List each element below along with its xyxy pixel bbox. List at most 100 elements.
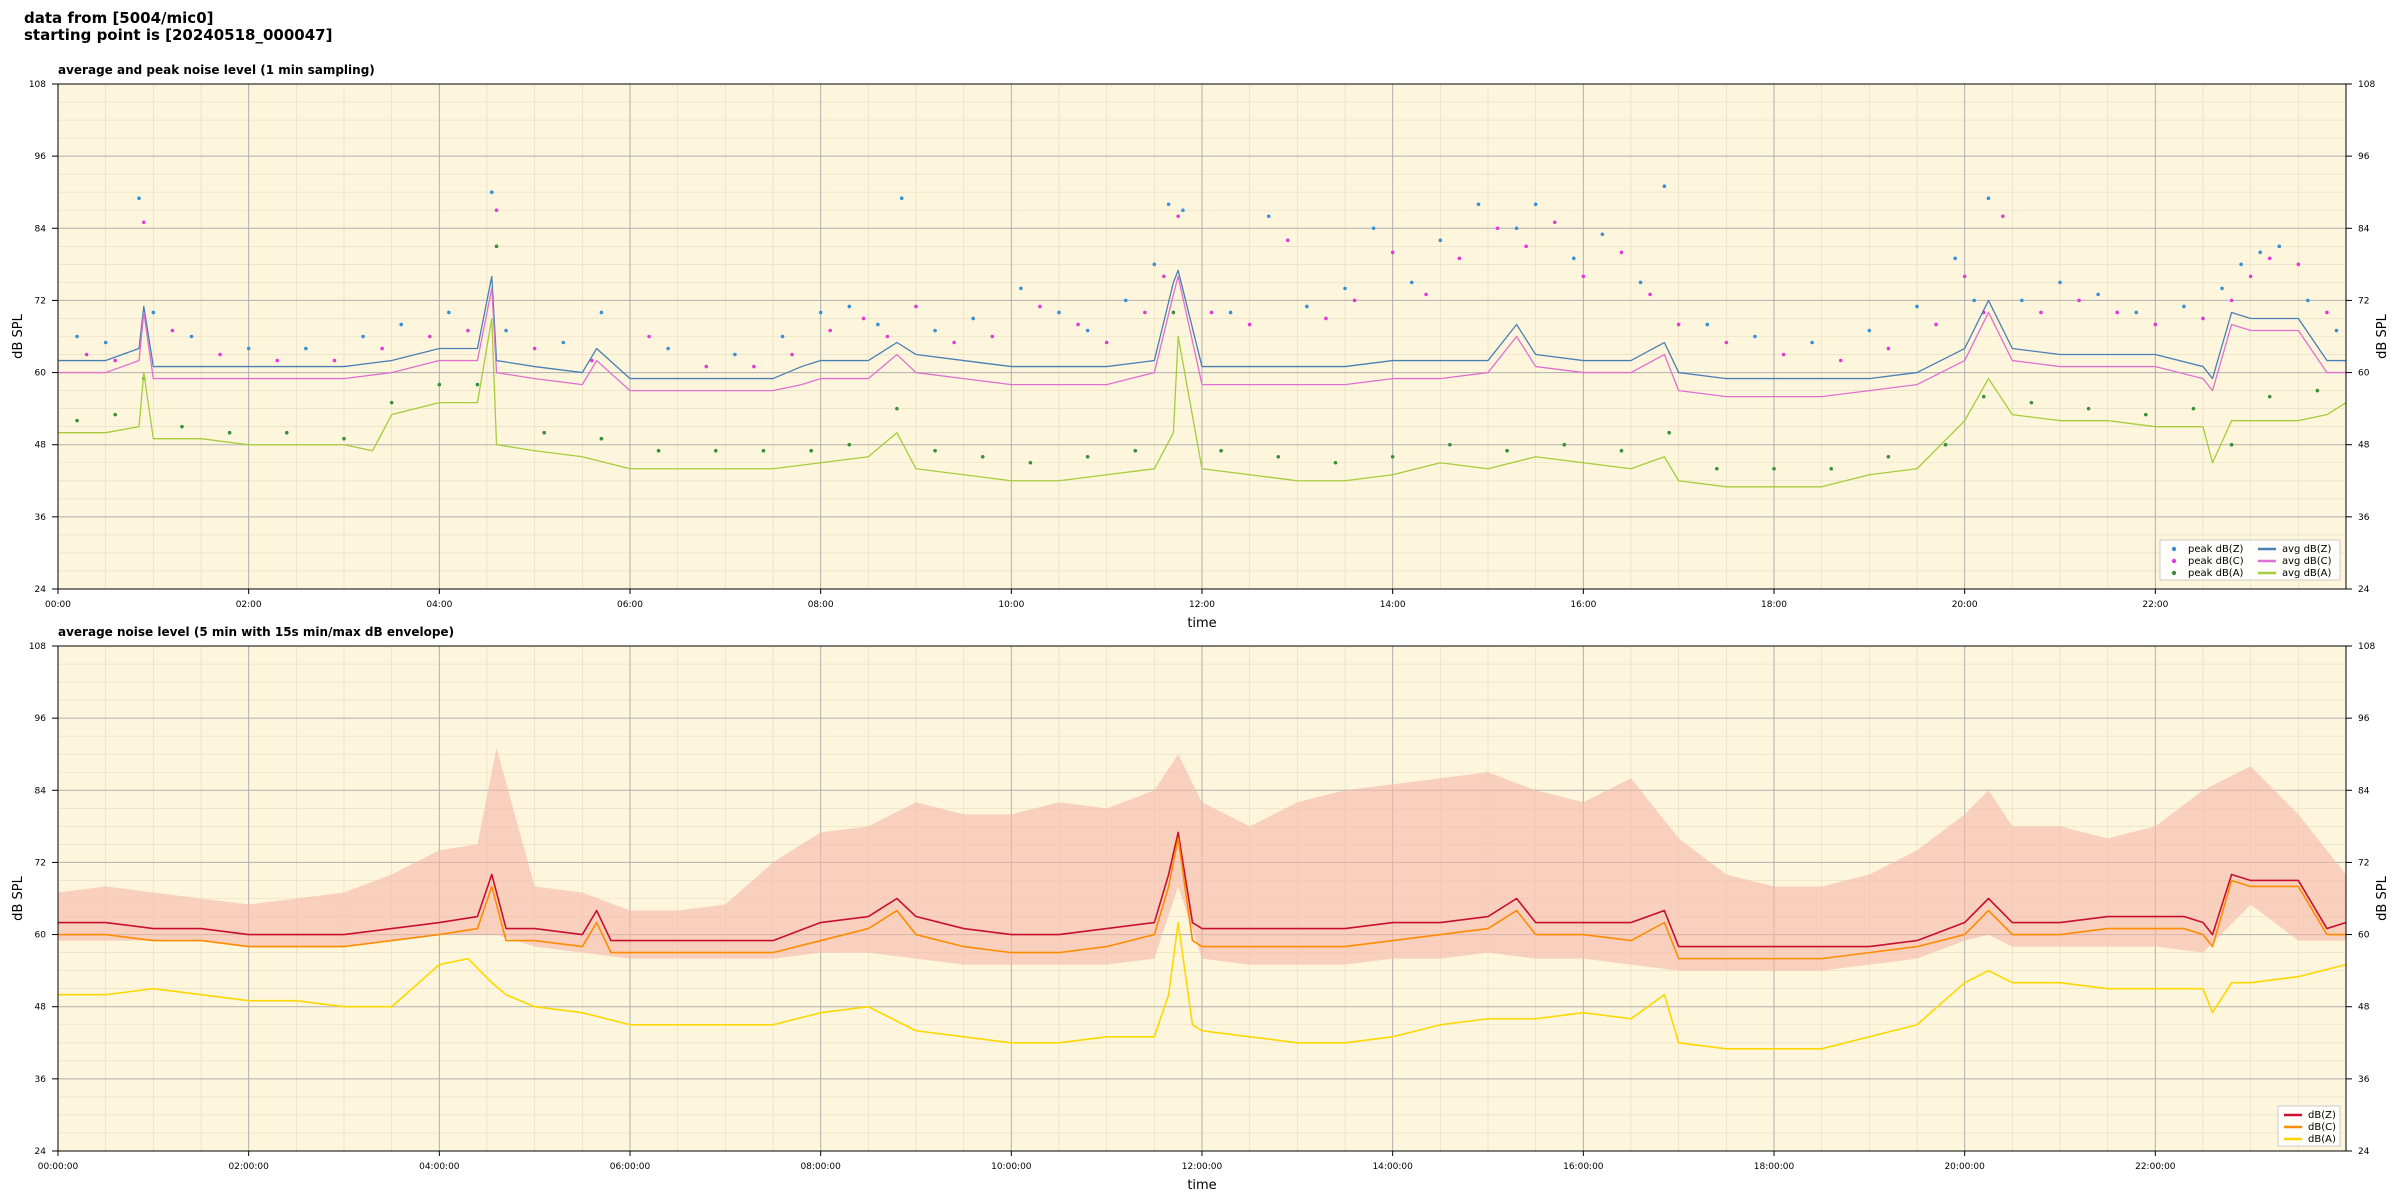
- peak-db-a-point: [2144, 412, 2148, 417]
- y-tick-label-right: 24: [2358, 1147, 2370, 1157]
- peak-db-c-point: [170, 328, 175, 333]
- peak-db-c-point: [466, 328, 470, 333]
- peak-db-z-point: [1123, 298, 1128, 303]
- y-tick-label: 96: [35, 714, 47, 724]
- peak-db-c-point: [861, 316, 866, 321]
- legend-entry: avg dB(A): [2282, 568, 2332, 579]
- peak-db-a-point: [227, 430, 232, 435]
- peak-db-c-point: [828, 328, 832, 333]
- peak-db-c-point: [2325, 310, 2329, 315]
- x-tick-label: 16:00:00: [1563, 1162, 1604, 1172]
- peak-db-c-point: [1934, 322, 1938, 327]
- peak-db-a-point: [1133, 448, 1138, 453]
- envelope-area: [58, 748, 2346, 971]
- peak-db-c-point: [2153, 322, 2158, 327]
- peak-db-c-point: [218, 352, 222, 357]
- chart-title: average noise level (5 min with 15s min/…: [58, 625, 454, 639]
- x-tick-label: 10:00: [998, 600, 1024, 610]
- peak-db-z-point: [489, 190, 494, 195]
- peak-db-z-point: [1638, 280, 1643, 285]
- legend-entry: peak dB(C): [2188, 556, 2244, 567]
- peak-db-c-point: [1886, 346, 1891, 351]
- peak-db-z-point: [2334, 328, 2339, 333]
- x-tick-label: 18:00:00: [1754, 1162, 1795, 1172]
- peak-db-c-point: [275, 358, 280, 363]
- peak-db-c-point: [142, 220, 146, 225]
- peak-db-z-point: [1867, 328, 1872, 333]
- peak-db-z-point: [1572, 256, 1576, 261]
- avg-db-a-line: [58, 317, 2347, 488]
- y-tick-label: 60: [35, 369, 47, 379]
- peak-db-z-point: [1662, 184, 1667, 189]
- peak-db-z-point: [1228, 310, 1233, 315]
- peak-db-z-point: [733, 352, 737, 357]
- peak-db-z-point: [847, 304, 852, 309]
- peak-db-a-point: [1619, 448, 1624, 453]
- legend-entry: peak dB(A): [2188, 568, 2244, 579]
- peak-db-c-point: [2296, 262, 2301, 267]
- y-axis-label-right: dB SPL: [2375, 313, 2390, 358]
- peak-db-z-point: [561, 340, 566, 345]
- peak-db-c-point: [2248, 274, 2253, 279]
- y-tick-label: 84: [35, 786, 47, 796]
- x-tick-label: 08:00: [808, 600, 834, 610]
- y-tick-label: 48: [35, 441, 47, 451]
- peak-db-z-point: [2096, 292, 2100, 297]
- peak-db-a-point: [1981, 394, 1986, 399]
- peak-db-a-point: [1448, 442, 1452, 447]
- x-tick-label: 20:00:00: [1944, 1162, 1985, 1172]
- peak-db-z-point: [304, 346, 308, 351]
- peak-db-z-point: [1085, 328, 1090, 333]
- peak-db-a-point: [180, 424, 184, 429]
- x-tick-label: 12:00: [1189, 600, 1215, 610]
- peak-db-c-point: [2229, 298, 2234, 303]
- peak-db-c-point: [2039, 310, 2043, 315]
- legend-entry: dB(Z): [2308, 1110, 2336, 1121]
- peak-db-a-point: [1171, 310, 1176, 315]
- peak-db-c-point: [113, 358, 117, 363]
- avg-db-z-line: [58, 269, 2346, 380]
- peak-db-z-point: [189, 334, 194, 339]
- x-tick-label: 18:00: [1761, 600, 1787, 610]
- y-tick-label-right: 72: [2358, 296, 2369, 306]
- peak-db-a-point: [342, 436, 346, 441]
- legend-entry: dB(C): [2308, 1122, 2336, 1133]
- page-header: data from [5004/mic0] starting point is …: [24, 10, 332, 44]
- y-tick-label: 72: [35, 296, 46, 306]
- peak-db-c-point: [1648, 292, 1652, 297]
- peak-db-c-point: [1724, 340, 1729, 345]
- peak-db-c-point: [647, 334, 651, 339]
- x-tick-label: 04:00:00: [419, 1162, 460, 1172]
- peak-db-z-point: [75, 334, 79, 339]
- peak-db-c-point: [1209, 310, 1214, 315]
- peak-db-a-point: [1276, 454, 1281, 459]
- peak-db-c-point: [428, 334, 432, 339]
- y-tick-label-right: 96: [2358, 714, 2370, 724]
- peak-db-a-point: [1715, 466, 1719, 471]
- plot-frame: [57, 645, 2347, 1152]
- x-tick-label: 00:00:00: [38, 1162, 79, 1172]
- db-c-line: [58, 837, 2346, 960]
- y-axis-label: dB SPL: [11, 313, 26, 358]
- y-tick-label: 36: [35, 513, 47, 523]
- peak-db-z-point: [2220, 286, 2224, 291]
- x-tick-label: 20:00: [1952, 600, 1978, 610]
- peak-db-c-point: [885, 334, 890, 339]
- peak-db-a-point: [1562, 442, 1567, 447]
- peak-db-a-point: [1667, 430, 1671, 435]
- peak-db-z-point: [971, 316, 975, 321]
- peak-db-z-point: [1266, 214, 1271, 219]
- peak-db-c-point: [1352, 298, 1357, 303]
- peak-db-z-point: [137, 196, 141, 201]
- peak-db-z-point: [1166, 202, 1171, 207]
- peak-db-z-point: [2182, 304, 2186, 309]
- y-tick-label-right: 84: [2358, 786, 2370, 796]
- peak-db-z-point: [1533, 202, 1538, 207]
- peak-db-z-point: [1019, 286, 1023, 291]
- peak-db-c-point: [1524, 244, 1528, 249]
- peak-db-a-point: [714, 448, 718, 453]
- peak-db-z-point: [1705, 322, 1710, 327]
- peak-db-c-point: [1076, 322, 1080, 327]
- plot-frame: [57, 83, 2347, 590]
